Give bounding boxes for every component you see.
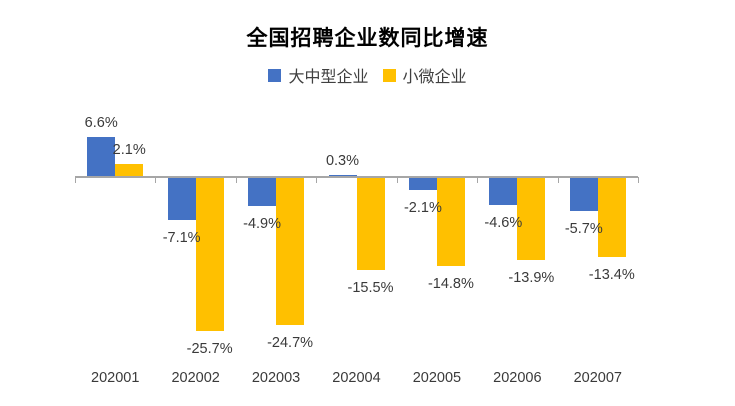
x-axis-tick [235,177,237,183]
category-label-202007: 202007 [573,370,622,386]
x-axis-line [75,176,638,178]
value-label-小微企业-202006: -13.9% [508,270,555,287]
value-label-大中型企业-202004: 0.3% [325,153,360,170]
bar-小微企业-202002 [195,177,224,332]
value-label-大中型企业-202007: -5.7% [564,221,603,238]
x-axis-tick [75,177,76,183]
chart-title: 全国招聘企业数同比增速 [246,27,489,50]
value-label-大中型企业-202006: -4.6% [484,214,523,231]
legend-item-large-medium-enterprise: 大中型企业 [268,63,369,87]
category-label-202004: 202004 [332,370,381,386]
category-label-202003: 202003 [251,370,301,386]
bar-小微企业-202005 [436,177,465,266]
value-label-小微企业-202003: -24.7% [267,335,314,352]
legend: 大中型企业 小微企业 [0,63,735,87]
value-label-小微企业-202004: -15.5% [347,280,394,296]
bar-小微企业-202006 [517,177,546,261]
value-label-大中型企业-202003: -4.9% [243,216,281,233]
value-label-小微企业-202005: -14.8% [427,275,474,292]
category-label-202002: 202002 [171,370,220,386]
bar-大中型企业-202005 [408,177,437,190]
x-axis-tick [477,177,479,183]
x-axis-tick [638,177,639,183]
legend-label-large-medium-enterprise: 大中型企业 [288,69,369,86]
value-label-小微企业-202002: -25.7% [186,341,233,358]
x-axis-tick [396,177,398,183]
value-label-大中型企业-202001: 6.6% [84,115,118,132]
bar-小微企业-202004 [356,177,385,270]
x-axis-tick [557,177,559,183]
legend-item-small-micro-enterprise: 小微企业 [382,63,467,87]
value-label-小微企业-202007: -13.4% [588,267,635,284]
bar-大中型企业-202006 [489,177,518,205]
legend-swatch-blue-icon [268,68,282,82]
category-label-202005: 202005 [412,370,462,386]
x-axis-tick [316,177,318,183]
value-label-大中型企业-202005: -2.1% [403,199,442,216]
legend-swatch-yellow-icon [382,68,396,82]
legend-label-small-micro-enterprise: 小微企业 [402,69,467,86]
bar-大中型企业-202001 [87,137,116,177]
category-label-202001: 202001 [91,370,140,386]
bar-小微企业-202001 [115,164,144,177]
bar-大中型企业-202002 [167,177,196,220]
value-label-小微企业-202001: 2.1% [112,142,146,159]
bar-大中型企业-202007 [569,177,598,212]
bar-小微企业-202007 [597,177,626,258]
x-axis-tick [155,177,157,183]
bar-大中型企业-202003 [248,177,277,207]
bar-小微企业-202003 [276,177,305,326]
category-label-202006: 202006 [493,370,542,386]
value-label-大中型企业-202002: -7.1% [162,229,201,246]
